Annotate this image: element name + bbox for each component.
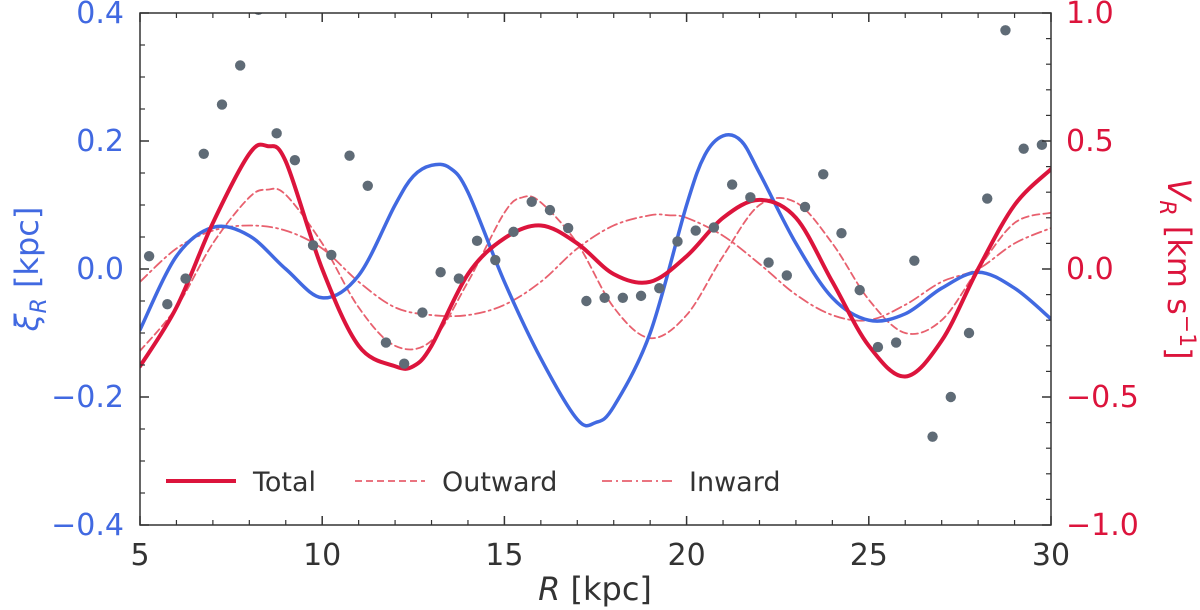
scatter-point: [381, 337, 391, 347]
scatter-point: [527, 197, 537, 207]
scatter-point: [800, 202, 810, 212]
scatter-point: [654, 283, 664, 293]
scatter-point: [308, 240, 318, 250]
legend-label-total: Total: [252, 467, 316, 498]
x-tick-label: 30: [1032, 538, 1070, 573]
x-tick-label: 5: [130, 538, 149, 573]
legend-label-inward: Inward: [689, 467, 780, 498]
scatter-point: [508, 227, 518, 237]
scatter-point: [344, 151, 354, 161]
y-axis-label-right: VR [km s−1]: [1154, 178, 1199, 359]
scatter-point: [672, 236, 682, 246]
scatter-point: [144, 251, 154, 261]
y-right-tick-label: 0.0: [1066, 252, 1114, 287]
scatter-point: [1018, 143, 1028, 153]
scatter-point: [618, 293, 628, 303]
scatter-point: [363, 181, 373, 191]
scatter-point: [271, 128, 281, 138]
scatter-point: [235, 60, 245, 70]
scatter-point: [709, 222, 719, 232]
y-right-tick-label: −0.5: [1066, 380, 1139, 415]
plot-background: [140, 13, 1051, 525]
x-tick-label: 20: [668, 538, 706, 573]
scatter-point: [946, 392, 956, 402]
scatter-point: [982, 193, 992, 203]
scatter-point: [180, 273, 190, 283]
scatter-point: [417, 307, 427, 317]
x-tick-label: 25: [850, 538, 888, 573]
scatter-point: [927, 431, 937, 441]
legend: Total Outward Inward: [166, 467, 780, 498]
scatter-point: [763, 257, 773, 267]
scatter-point: [782, 270, 792, 280]
y-axis-label-left: ξR [kpc]: [8, 207, 52, 333]
scatter-point: [490, 255, 500, 265]
scatter-point: [599, 293, 609, 303]
y-left-tick-label: 0.0: [76, 252, 124, 287]
scatter-point: [691, 225, 701, 235]
scatter-point: [909, 255, 919, 265]
scatter-point: [326, 250, 336, 260]
scatter-point: [545, 205, 555, 215]
scatter-point: [891, 337, 901, 347]
y-left-tick-label: −0.4: [51, 508, 124, 543]
scatter-point: [1000, 25, 1010, 35]
scatter-point: [818, 169, 828, 179]
scatter-point: [636, 291, 646, 301]
scatter-point: [745, 192, 755, 202]
x-tick-label: 15: [485, 538, 523, 573]
scatter-point: [854, 285, 864, 295]
x-axis-label: R [kpc]: [538, 570, 652, 608]
scatter-point: [290, 155, 300, 165]
y-left-tick-label: 0.4: [76, 0, 124, 31]
scatter-point: [435, 267, 445, 277]
y-right-tick-label: 0.5: [1066, 124, 1114, 159]
y-right-tick-label: −1.0: [1066, 508, 1139, 543]
scatter-point: [727, 179, 737, 189]
scatter-point: [399, 359, 409, 369]
y-right-tick-label: 1.0: [1066, 0, 1114, 31]
scatter-point: [199, 149, 209, 159]
scatter-point: [563, 223, 573, 233]
scatter-point: [964, 328, 974, 338]
scatter-point: [454, 273, 464, 283]
scatter-point: [873, 342, 883, 352]
scatter-point: [162, 299, 172, 309]
y-left-tick-label: −0.2: [51, 380, 124, 415]
scatter-point: [472, 236, 482, 246]
y-left-tick-label: 0.2: [76, 124, 124, 159]
legend-label-outward: Outward: [442, 467, 557, 498]
scatter-point: [836, 228, 846, 238]
scatter-point: [581, 296, 591, 306]
x-tick-label: 10: [303, 538, 341, 573]
scatter-point: [217, 99, 227, 109]
